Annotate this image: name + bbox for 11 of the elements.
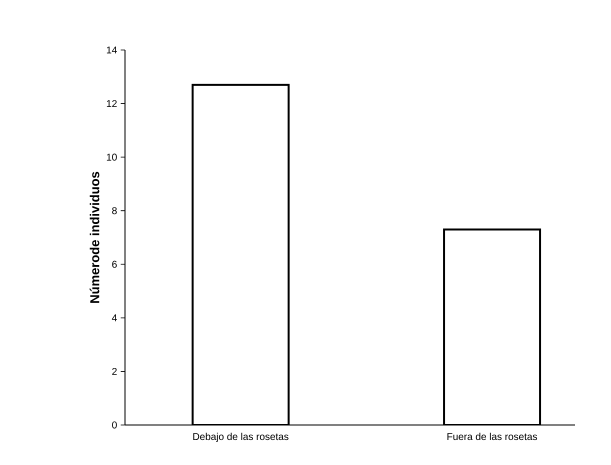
y-tick-label: 12: [106, 100, 117, 108]
y-tick-label: 14: [106, 46, 117, 54]
y-tick-label: 2: [112, 368, 117, 375]
y-tick-label: 4: [112, 314, 117, 322]
y-tick-label: 6: [112, 260, 117, 268]
y-tick-label: 0: [112, 421, 117, 429]
x-tick-label: Debajo de las rosetas: [193, 432, 288, 442]
y-axis-title: Númerode individuos: [90, 172, 100, 303]
x-tick-label: Fuera de las rosetas: [447, 432, 538, 440]
y-tick-label: 10: [106, 154, 117, 161]
y-tick-label: 8: [112, 207, 117, 214]
